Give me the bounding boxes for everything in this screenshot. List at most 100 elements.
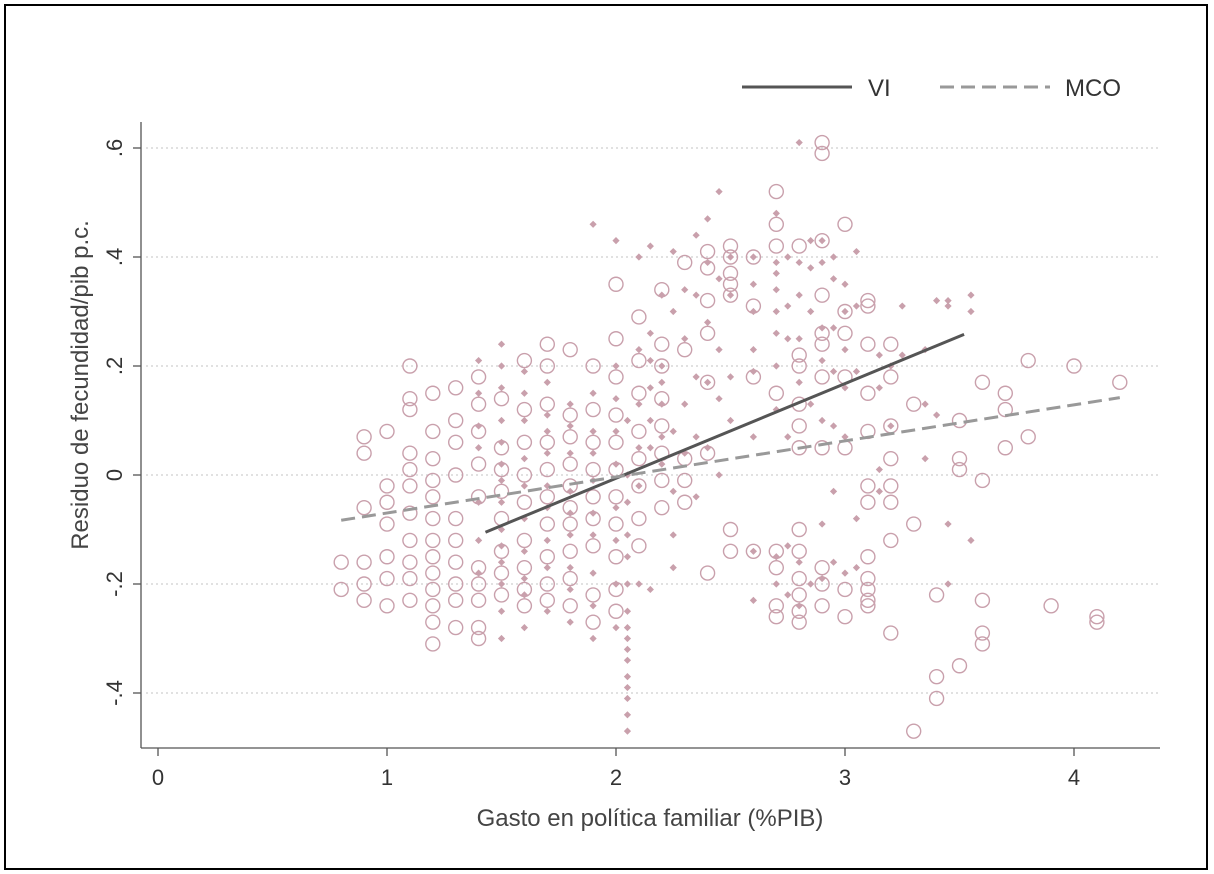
diamond-point bbox=[497, 476, 506, 485]
circle-point bbox=[883, 625, 899, 641]
circle-point bbox=[768, 598, 784, 614]
circle-point bbox=[860, 292, 876, 309]
diamond-point bbox=[681, 400, 689, 408]
diamond-point bbox=[829, 367, 838, 376]
legend-label-mco: MCO bbox=[1065, 75, 1121, 102]
circle-point bbox=[402, 570, 418, 587]
circle-point bbox=[425, 636, 441, 652]
diamond-point bbox=[829, 558, 838, 566]
circle-point bbox=[608, 549, 624, 565]
circle-point bbox=[883, 532, 899, 549]
diamond-point bbox=[669, 531, 677, 539]
circle-point bbox=[585, 401, 601, 418]
x-axis-title: Gasto en política familiar (%PIB) bbox=[477, 805, 824, 832]
circle-point bbox=[379, 570, 395, 587]
diamond-point bbox=[589, 531, 597, 539]
circle-point bbox=[860, 592, 876, 609]
circle-point bbox=[470, 456, 487, 472]
circle-point bbox=[654, 358, 670, 374]
x-tick-label: 3 bbox=[839, 765, 851, 790]
diamond-point bbox=[612, 427, 620, 435]
diamond-point bbox=[875, 351, 883, 359]
diamond-point bbox=[967, 536, 975, 544]
circle-point bbox=[883, 369, 899, 385]
circle-point bbox=[974, 472, 991, 489]
diamond-point bbox=[784, 253, 792, 261]
diamond-point bbox=[841, 346, 849, 354]
diamond-point bbox=[749, 596, 757, 604]
diamond-point bbox=[795, 258, 803, 267]
diamond-point bbox=[543, 378, 551, 386]
y-tick-label: 0 bbox=[102, 469, 127, 481]
circle-point bbox=[539, 358, 555, 374]
circle-point bbox=[539, 396, 555, 412]
diamond-point bbox=[646, 242, 654, 250]
diamond-point bbox=[749, 280, 757, 288]
diamond-point bbox=[772, 286, 780, 294]
diamond-point bbox=[704, 444, 712, 452]
circle-point bbox=[448, 619, 464, 636]
diamond-point bbox=[784, 542, 792, 550]
diamond-point bbox=[475, 498, 483, 506]
diamond-point bbox=[944, 302, 952, 310]
diamond-point bbox=[497, 634, 506, 643]
circle-point bbox=[470, 630, 487, 647]
diamond-point bbox=[795, 138, 803, 147]
diamond-point bbox=[795, 602, 803, 610]
circle-point bbox=[425, 385, 441, 401]
diamond-point bbox=[646, 384, 654, 392]
diamond-point bbox=[623, 531, 632, 539]
circle-point bbox=[356, 592, 372, 609]
legend-label-vi: VI bbox=[868, 75, 891, 102]
circle-point bbox=[379, 494, 395, 510]
circle-point bbox=[608, 603, 624, 619]
circle-point bbox=[562, 543, 578, 559]
circle-point bbox=[585, 538, 601, 554]
diamond-point bbox=[497, 362, 506, 370]
diamond-point bbox=[475, 389, 483, 397]
circle-point bbox=[814, 336, 830, 352]
circle-point bbox=[539, 336, 555, 352]
diamond-point bbox=[898, 302, 906, 310]
diamond-point bbox=[589, 569, 597, 577]
circle-point bbox=[448, 412, 464, 429]
circle-point bbox=[974, 625, 991, 641]
diamond-point bbox=[669, 427, 677, 435]
circle-point bbox=[402, 358, 418, 374]
circle-point bbox=[883, 336, 899, 352]
circle-point bbox=[516, 494, 533, 510]
diamond-point bbox=[543, 482, 551, 490]
circle-point bbox=[425, 565, 441, 581]
circle-point bbox=[448, 510, 464, 527]
diamond-point bbox=[566, 509, 574, 517]
diamond-point bbox=[875, 384, 883, 392]
diamond-point bbox=[715, 395, 723, 403]
diamond-point bbox=[646, 416, 654, 425]
circle-point bbox=[585, 358, 601, 374]
circle-point bbox=[768, 216, 784, 233]
circle-point bbox=[402, 592, 418, 609]
circle-point bbox=[425, 510, 441, 527]
circle-point bbox=[493, 483, 510, 500]
circle-point bbox=[1020, 352, 1036, 369]
diamond-point bbox=[623, 624, 632, 632]
diamond-point bbox=[933, 297, 941, 305]
diamond-point bbox=[841, 307, 849, 316]
diamond-point bbox=[681, 335, 689, 343]
diamond-point bbox=[726, 416, 735, 425]
circle-point bbox=[837, 303, 853, 320]
circle-point bbox=[402, 391, 418, 407]
circle-point bbox=[425, 598, 441, 614]
diamond-point bbox=[520, 574, 528, 583]
circle-point bbox=[448, 380, 464, 396]
circle-point bbox=[699, 565, 716, 581]
circle-point bbox=[562, 429, 578, 445]
diamond-point bbox=[818, 324, 826, 332]
circle-point bbox=[722, 543, 739, 559]
circle-point bbox=[608, 369, 624, 385]
circle-point bbox=[814, 134, 830, 151]
circle-point bbox=[837, 325, 853, 341]
diamond-point bbox=[646, 585, 654, 594]
diamond-point bbox=[829, 422, 838, 430]
circle-point bbox=[356, 576, 372, 592]
